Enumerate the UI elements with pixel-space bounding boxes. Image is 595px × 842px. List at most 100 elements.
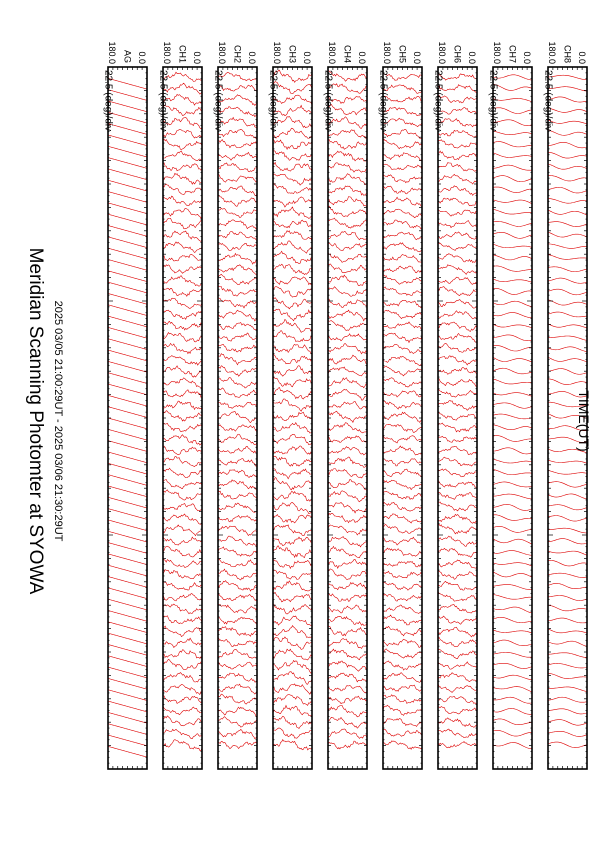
scan-trace — [107, 78, 148, 90]
scan-trace — [327, 319, 368, 331]
scan-trace — [327, 512, 368, 524]
scan-trace — [162, 82, 203, 95]
channel-label: CH2 — [233, 45, 243, 63]
scan-trace — [382, 286, 423, 296]
scan-trace — [272, 569, 313, 580]
panel-ch4: 180.0 0.0 CH4 22.5 (deg)/div — [323, 41, 368, 770]
scan-trace — [272, 727, 313, 739]
scan-trace — [162, 672, 203, 683]
scan-trace — [547, 401, 588, 408]
scan-trace — [547, 459, 588, 464]
scan-trace — [437, 636, 478, 647]
scan-trace — [217, 728, 258, 740]
scan-trace — [327, 205, 368, 217]
scan-trace — [437, 286, 478, 296]
scan-trace — [327, 274, 368, 286]
scan-trace — [327, 70, 368, 82]
scan-trace — [327, 446, 368, 456]
y-tick-label-max: 180.0 — [492, 41, 502, 64]
scan-trace — [327, 388, 368, 401]
scan-trace — [107, 655, 148, 667]
scan-trace — [327, 116, 368, 129]
scan-trace — [107, 270, 148, 282]
scan-trace — [327, 83, 368, 94]
scan-trace — [492, 674, 533, 681]
scan-trace — [382, 321, 423, 330]
scan-trace — [272, 69, 313, 83]
channel-label: CH7 — [508, 45, 518, 63]
scan-trace — [547, 299, 588, 306]
scan-trace — [382, 458, 423, 467]
y-tick-label-max: 180.0 — [272, 41, 282, 64]
y-tick-label-min: 0.0 — [137, 51, 147, 64]
scan-trace — [327, 354, 368, 365]
panel-ch2: 180.0 0.0 CH2 22.5 (deg)/div — [213, 41, 258, 770]
scan-trace — [272, 636, 313, 650]
scan-trace — [107, 259, 148, 271]
scan-trace — [217, 683, 258, 695]
scan-trace — [382, 231, 423, 241]
scan-trace — [327, 559, 368, 569]
scan-trace — [272, 434, 313, 446]
scan-trace — [272, 580, 313, 592]
scan-trace — [437, 129, 478, 138]
scan-trace — [272, 524, 313, 536]
scan-trace — [217, 252, 258, 265]
scan-trace — [437, 591, 478, 602]
scan-trace — [272, 308, 313, 322]
scan-trace — [162, 536, 203, 546]
scan-trace — [382, 604, 423, 614]
scan-trace — [547, 425, 588, 431]
scan-trace — [492, 312, 533, 319]
scan-trace — [107, 429, 148, 441]
scan-trace — [162, 254, 203, 262]
scan-trace — [272, 715, 313, 730]
scan-trace — [217, 433, 258, 446]
scan-trace — [272, 559, 313, 570]
scan-trace — [327, 648, 368, 661]
scan-trace — [327, 536, 368, 548]
scan-trace — [437, 378, 478, 387]
scan-trace — [547, 335, 588, 341]
scan-trace — [492, 378, 533, 385]
scan-trace — [382, 501, 423, 512]
scan-trace — [492, 662, 533, 669]
scan-trace — [162, 104, 203, 116]
scan-trace — [492, 107, 533, 114]
scan-trace — [382, 84, 423, 94]
scan-trace — [492, 696, 533, 704]
scan-trace — [547, 628, 588, 634]
scan-trace — [547, 254, 588, 260]
scan-trace — [547, 448, 588, 454]
scan-trace — [382, 163, 423, 170]
scan-trace — [437, 173, 478, 185]
scan-trace — [107, 666, 148, 679]
scan-trace — [382, 513, 423, 524]
scan-trace — [437, 73, 478, 81]
panel-ch7: 180.0 0.0 CH7 22.5 (deg)/div — [488, 41, 533, 770]
scan-trace — [272, 502, 313, 515]
scan-trace — [217, 458, 258, 467]
scan-trace — [107, 485, 148, 497]
scan-trace — [382, 355, 423, 367]
scan-trace — [162, 309, 203, 321]
scan-trace — [437, 672, 478, 682]
scan-trace — [437, 139, 478, 149]
scan-trace — [382, 219, 423, 230]
scan-trace — [492, 525, 533, 533]
scan-trace — [492, 730, 533, 737]
scan-trace — [272, 422, 313, 434]
scan-trace — [547, 640, 588, 647]
scan-trace — [272, 344, 313, 355]
scan-trace — [547, 572, 588, 578]
scale-label: 22.5 (deg)/div — [488, 70, 499, 131]
scan-trace — [437, 717, 478, 728]
scan-trace — [162, 513, 203, 525]
scan-trace — [162, 625, 203, 638]
scan-trace — [437, 422, 478, 433]
scan-trace — [382, 614, 423, 626]
scan-trace — [382, 274, 423, 285]
scan-trace — [272, 330, 313, 342]
channel-label: CH1 — [178, 45, 188, 63]
scan-trace — [547, 663, 588, 669]
